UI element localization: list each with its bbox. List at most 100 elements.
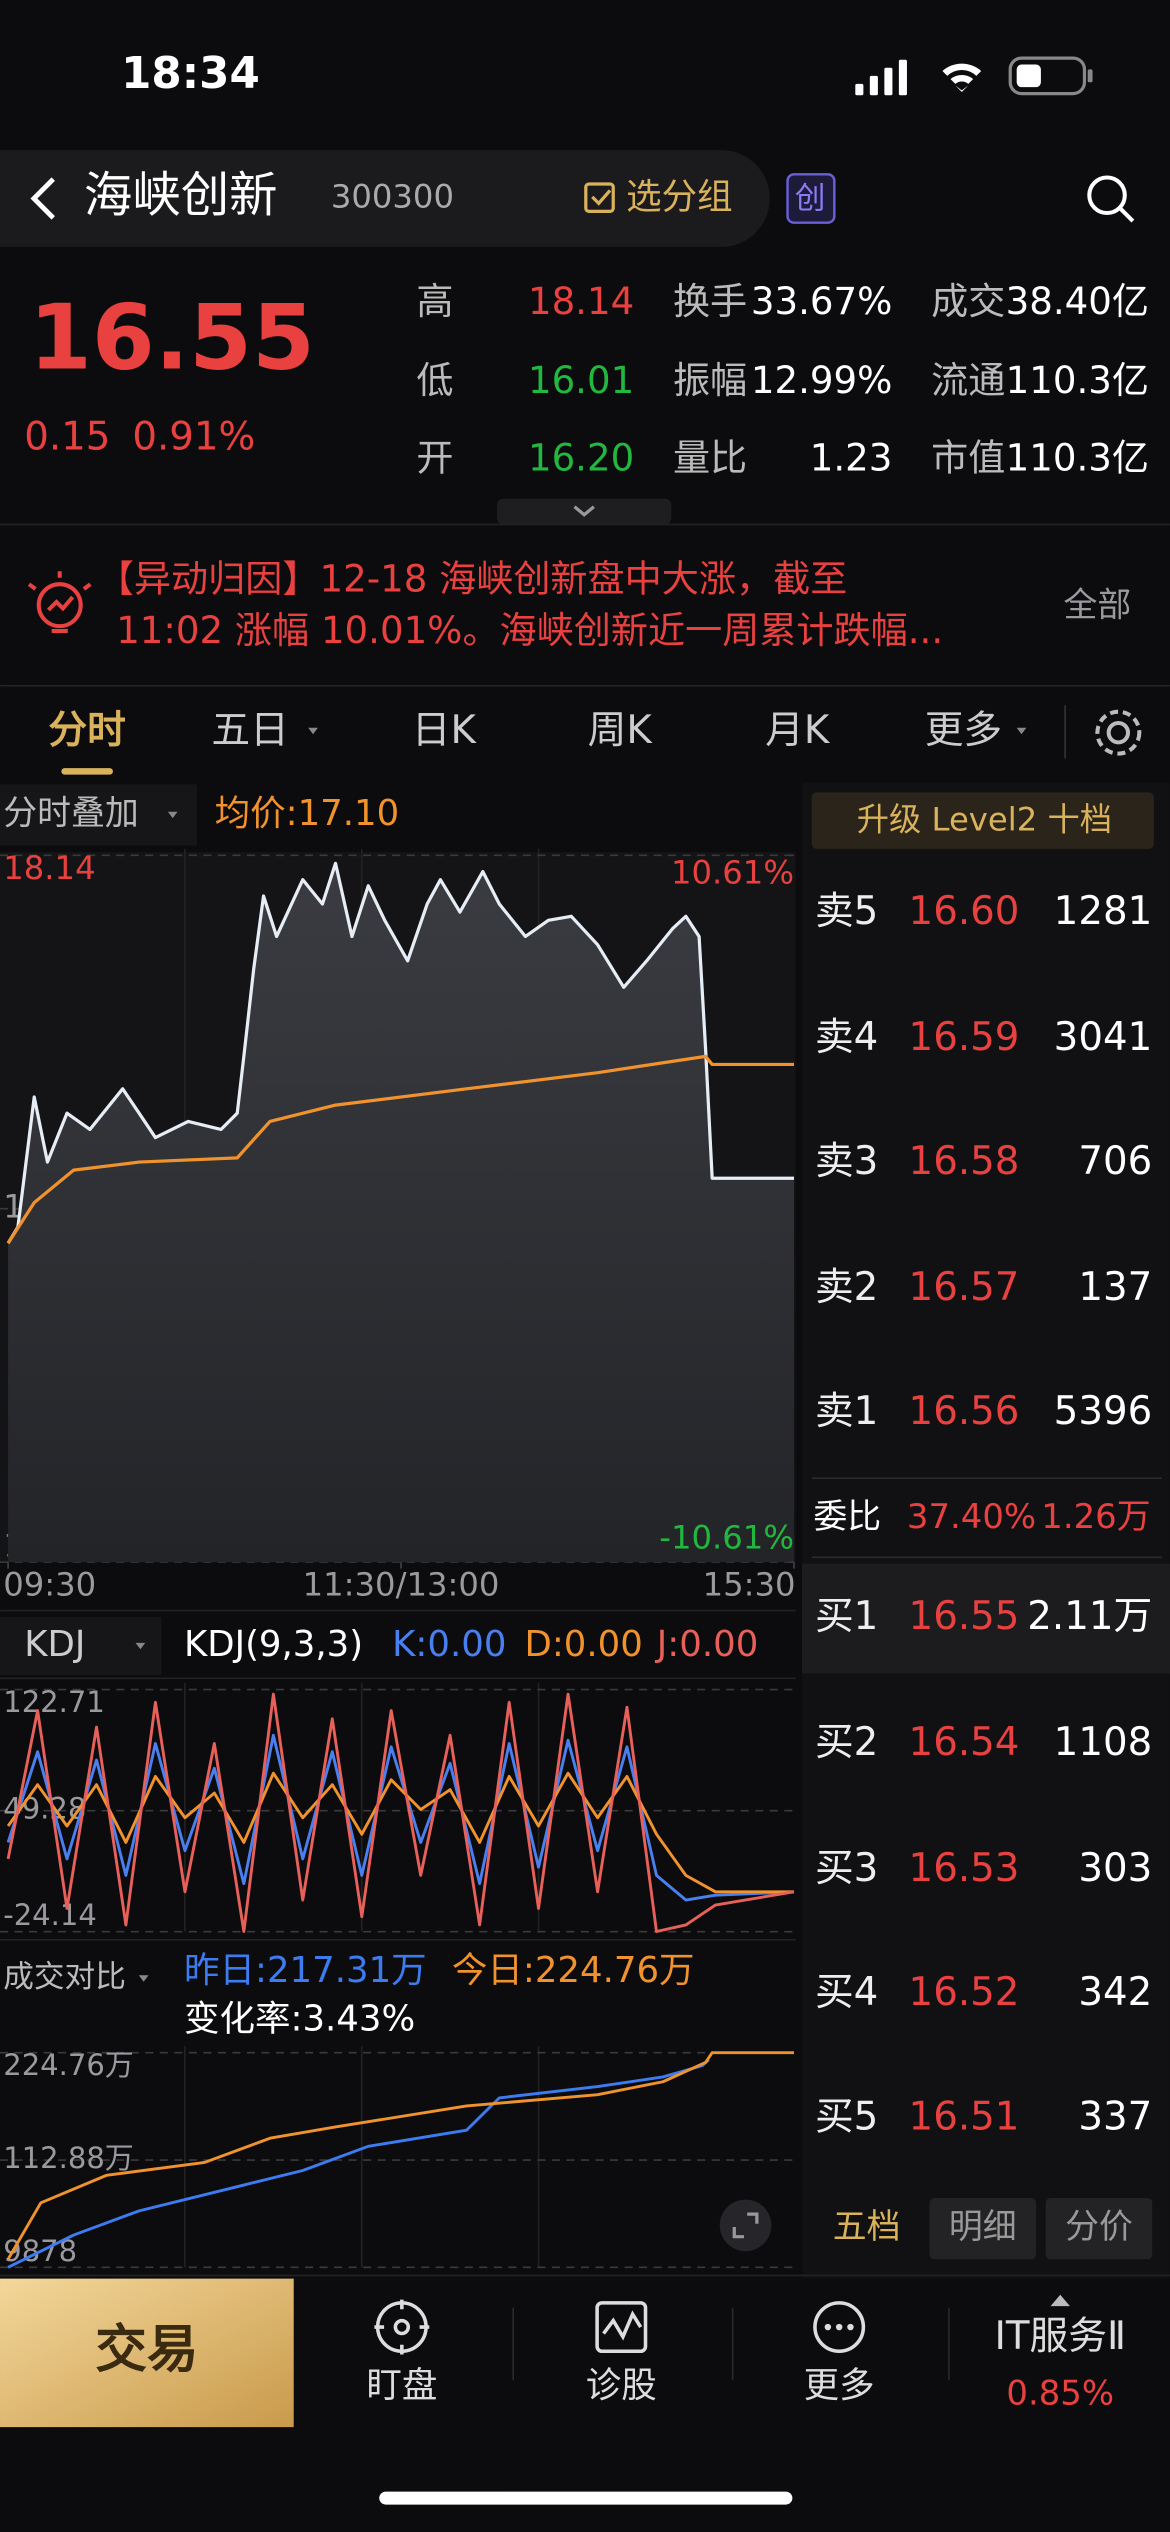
order-tab-bg — [1045, 2197, 1153, 2260]
book-label: 卖5 — [815, 889, 878, 934]
nav-item[interactable]: 更多 — [804, 2365, 875, 2406]
book-volume: 1281 — [1054, 889, 1153, 934]
book-price: 16.53 — [909, 1846, 1020, 1891]
stock-code: 300300 — [331, 177, 454, 215]
stat-value: 110.3亿 — [1006, 436, 1149, 479]
kdj-dropdown — [135, 1642, 146, 1650]
tab[interactable]: 周K — [588, 708, 654, 753]
upgrade-button[interactable] — [811, 792, 1154, 849]
stat-value: 18.14 — [528, 280, 634, 323]
fullscreen-button[interactable] — [719, 2199, 772, 2252]
book-price: 16.58 — [909, 1139, 1020, 1184]
trade-button[interactable] — [0, 2278, 294, 2428]
book-volume: 706 — [1078, 1139, 1152, 1184]
bid1-highlight — [802, 1563, 1170, 1674]
x-tick-label: 15:30 — [703, 1565, 796, 1603]
book-label: 买3 — [815, 1846, 878, 1891]
avg-price-label: 均价:17.10 — [215, 793, 400, 834]
book-volume: 2.11万 — [1027, 1594, 1152, 1639]
book-label: 卖1 — [815, 1389, 878, 1434]
tab[interactable]: 更多 — [925, 708, 1002, 753]
kdj-value: K:0.00 — [392, 1624, 506, 1665]
alert-text: 11:02 涨幅 10.01%。海峡创新近一周累计跌幅... — [116, 609, 943, 652]
overlay-button[interactable]: 分时叠加 — [3, 793, 139, 832]
book-price: 16.60 — [909, 889, 1020, 934]
book-volume: 3041 — [1054, 1015, 1153, 1060]
kdj-value: D:0.00 — [524, 1624, 642, 1665]
ratio-pct: 37.40% — [907, 1497, 1036, 1536]
y-tick-label: 122.71 — [3, 1685, 105, 1719]
y-tick-label: 18.14 — [3, 849, 95, 887]
book-label: 买5 — [815, 2094, 878, 2139]
status-time: 18:34 — [121, 49, 260, 99]
home-indicator — [379, 2491, 793, 2505]
group-button[interactable]: 选分组 — [626, 176, 733, 217]
book-tab[interactable]: 分价 — [1065, 2207, 1133, 2246]
book-label: 买2 — [815, 1720, 878, 1765]
stat-label: 市值 — [931, 436, 1005, 479]
nav-item[interactable]: 盯盘 — [366, 2365, 437, 2406]
tab-underline — [61, 768, 113, 775]
alert-more[interactable]: 全部 — [1063, 585, 1131, 624]
book-price: 16.59 — [909, 1015, 1020, 1060]
sector-change: 0.85% — [1006, 2373, 1114, 2412]
search-button[interactable] — [1087, 175, 1127, 216]
book-price: 16.51 — [909, 2094, 1020, 2139]
stat-value: 33.67% — [751, 280, 893, 323]
overlay-button[interactable] — [0, 784, 197, 846]
book-label: 买4 — [815, 1970, 878, 2015]
y-tick-label: -24.14 — [3, 1898, 97, 1932]
stat-value: 16.01 — [528, 359, 634, 402]
kdj-value: J:0.00 — [655, 1624, 758, 1665]
book-volume: 303 — [1078, 1846, 1152, 1891]
settings-button[interactable] — [1095, 709, 1142, 756]
series-line — [6, 1692, 795, 1933]
stat-label: 开 — [416, 436, 453, 479]
stat-label: 量比 — [673, 436, 747, 479]
board-badge: 创 — [795, 182, 826, 217]
expand-chevron — [573, 505, 595, 517]
header-bar — [0, 150, 770, 247]
y2-tick-label: 10.61% — [671, 854, 794, 892]
book-volume: 1108 — [1054, 1720, 1153, 1765]
stat-value: 38.40亿 — [1006, 280, 1149, 323]
price-change-pct: 0.91% — [132, 414, 255, 459]
kdj-selector[interactable]: KDJ — [24, 1624, 85, 1665]
sector-name[interactable]: IT服务Ⅱ — [994, 2314, 1126, 2359]
alert-text: 【异动归因】12-18 海峡创新盘中大涨，截至 — [97, 557, 848, 600]
book-price: 16.54 — [909, 1720, 1020, 1765]
book-tab[interactable]: 明细 — [949, 2207, 1017, 2246]
y2-tick-label: -10.61% — [659, 1519, 794, 1557]
stat-label: 流通 — [931, 359, 1005, 402]
stat-label: 振幅 — [673, 359, 747, 402]
volume-dropdown — [138, 1975, 149, 1982]
volume-change: 变化率:3.43% — [184, 1998, 415, 2039]
trade-label[interactable]: 交易 — [95, 2320, 198, 2380]
tab-dropdown — [1016, 727, 1027, 735]
book-price: 16.55 — [909, 1594, 1020, 1639]
expand-tab[interactable] — [497, 498, 672, 525]
search-handle — [1118, 206, 1135, 223]
tab[interactable]: 五日 — [211, 708, 288, 753]
volume-selector[interactable]: 成交对比 — [3, 1960, 126, 1995]
tab[interactable]: 日K — [412, 708, 478, 753]
back-button[interactable] — [30, 177, 55, 220]
price-change: 0.15 — [24, 414, 110, 459]
tab[interactable]: 月K — [765, 708, 831, 753]
nav-item[interactable]: 诊股 — [586, 2365, 657, 2406]
stat-value: 1.23 — [810, 436, 893, 479]
tab[interactable]: 分时 — [48, 708, 125, 753]
more-dots — [824, 2323, 854, 2331]
kdj-selector[interactable] — [0, 1616, 162, 1676]
volume-yesterday: 昨日:217.31万 — [184, 1950, 427, 1991]
stock-name: 海峡创新 — [84, 167, 278, 223]
group-icon[interactable] — [584, 182, 615, 214]
fullscreen-icon — [732, 2212, 759, 2239]
last-price: 16.55 — [29, 286, 315, 391]
ratio-diff: 1.26万 — [1041, 1497, 1150, 1536]
stat-label: 成交 — [931, 280, 1005, 323]
book-tab[interactable]: 五档 — [833, 2207, 901, 2246]
book-label: 卖3 — [815, 1139, 878, 1184]
